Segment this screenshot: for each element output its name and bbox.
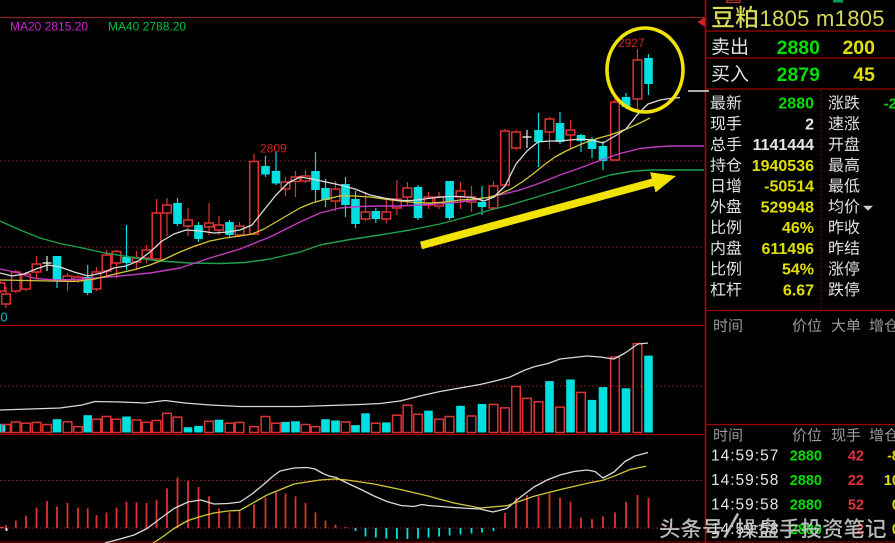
svg-text:200: 200: [842, 37, 875, 59]
svg-text:14:59:57: 14:59:57: [711, 448, 779, 465]
svg-text:2927: 2927: [618, 36, 645, 50]
svg-text:2880: 2880: [790, 473, 822, 489]
svg-text:-8: -8: [887, 449, 895, 465]
svg-text:14:59:58: 14:59:58: [711, 497, 779, 514]
svg-text:42: 42: [848, 449, 864, 465]
svg-text:611496: 611496: [761, 241, 814, 258]
svg-text:6.67: 6.67: [783, 282, 814, 299]
svg-text:1141444: 1141444: [753, 137, 815, 154]
svg-text:MA40 2788.20: MA40 2788.20: [108, 20, 186, 34]
svg-text:1805 m1805: 1805 m1805: [760, 6, 885, 31]
svg-text:-50514: -50514: [764, 179, 814, 196]
svg-text:54%: 54%: [782, 262, 814, 279]
svg-text:0: 0: [892, 498, 895, 514]
svg-text:0: 0: [892, 522, 895, 538]
svg-text:MA20 2815.20: MA20 2815.20: [10, 20, 88, 34]
svg-text:2880: 2880: [790, 449, 822, 465]
svg-text:529948: 529948: [761, 199, 814, 216]
svg-text:52: 52: [848, 498, 864, 514]
svg-text:0: 0: [1, 311, 8, 325]
svg-text:2880: 2880: [790, 498, 822, 514]
svg-text:45: 45: [853, 64, 875, 86]
svg-text:10: 10: [884, 473, 895, 489]
svg-text:46%: 46%: [782, 220, 814, 237]
svg-text:1940536: 1940536: [752, 158, 814, 175]
svg-text:2809: 2809: [260, 142, 287, 156]
svg-text:-2: -2: [884, 96, 895, 113]
svg-text:22: 22: [848, 473, 864, 489]
svg-text:14:59:58: 14:59:58: [711, 472, 779, 489]
svg-text:2: 2: [805, 116, 814, 133]
svg-text:2880: 2880: [778, 96, 814, 113]
svg-text:2: 2: [856, 522, 864, 538]
svg-text:2880: 2880: [777, 37, 821, 59]
svg-text:2879: 2879: [777, 64, 821, 86]
